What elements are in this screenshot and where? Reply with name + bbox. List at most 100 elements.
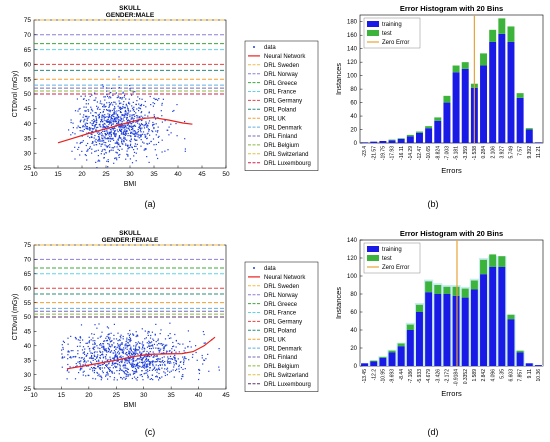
legend-swatch xyxy=(367,21,379,27)
data-point xyxy=(118,96,120,98)
data-point xyxy=(164,338,167,340)
data-point xyxy=(144,100,146,103)
data-point xyxy=(148,340,150,342)
data-point xyxy=(92,357,95,359)
data-point xyxy=(77,339,79,341)
data-point xyxy=(167,356,169,358)
data-point xyxy=(135,344,137,346)
data-point xyxy=(153,144,155,146)
data-point xyxy=(175,351,177,353)
data-point xyxy=(74,158,76,160)
data-point xyxy=(106,126,108,128)
data-point xyxy=(96,119,98,121)
data-point xyxy=(146,366,148,368)
data-point xyxy=(145,122,147,124)
data-point xyxy=(108,362,110,364)
data-point xyxy=(103,106,105,108)
data-point xyxy=(157,157,159,160)
data-point xyxy=(140,145,142,147)
data-point xyxy=(93,367,95,369)
data-point xyxy=(135,160,137,162)
data-point xyxy=(137,367,139,369)
data-point xyxy=(130,347,132,349)
data-point xyxy=(142,366,144,368)
data-point xyxy=(67,354,69,356)
data-point xyxy=(99,123,101,125)
data-point xyxy=(109,138,111,140)
data-point xyxy=(101,114,103,116)
legend-label: DRL Luxembourg xyxy=(264,161,311,167)
data-point xyxy=(133,138,136,140)
data-point xyxy=(100,145,102,147)
x-tick-label: 2.842 xyxy=(481,369,487,382)
bar-training xyxy=(498,267,506,366)
data-point xyxy=(99,133,101,135)
data-point xyxy=(67,343,69,345)
data-point xyxy=(129,340,131,342)
data-point xyxy=(77,148,79,150)
data-point xyxy=(126,150,128,152)
data-point xyxy=(136,364,138,366)
data-point xyxy=(146,364,148,366)
data-point xyxy=(144,136,146,138)
data-point xyxy=(118,119,121,121)
data-point xyxy=(117,142,119,144)
data-point xyxy=(82,126,84,128)
data-point xyxy=(126,339,128,341)
data-point xyxy=(86,122,89,125)
data-point xyxy=(92,357,94,359)
data-point xyxy=(128,120,131,122)
legend-label: DRL Germany xyxy=(264,99,302,105)
data-point xyxy=(166,374,168,376)
data-point xyxy=(190,346,192,348)
data-point xyxy=(175,123,177,125)
data-point xyxy=(146,372,148,374)
data-point xyxy=(78,357,80,359)
data-point xyxy=(112,114,114,116)
data-point xyxy=(140,112,142,114)
data-point xyxy=(107,95,109,97)
data-point xyxy=(79,130,81,132)
x-tick-label: 40 xyxy=(195,392,203,399)
data-point xyxy=(139,98,141,100)
data-point xyxy=(91,123,93,125)
data-point xyxy=(84,154,86,156)
data-point xyxy=(108,114,110,116)
data-point xyxy=(120,137,122,139)
y-tick-label: 120 xyxy=(347,256,358,262)
data-point xyxy=(62,357,64,359)
data-point xyxy=(166,344,168,346)
data-point xyxy=(119,129,121,132)
data-point xyxy=(100,126,102,128)
data-point xyxy=(94,351,96,353)
data-point xyxy=(132,130,134,132)
data-point xyxy=(140,361,143,364)
x-tick-label: -3.359 xyxy=(463,146,469,160)
data-point xyxy=(126,115,128,117)
data-point xyxy=(107,118,109,120)
data-point xyxy=(131,114,133,116)
data-point xyxy=(115,356,117,358)
data-point xyxy=(98,136,100,138)
data-point xyxy=(123,130,125,132)
data-point xyxy=(103,116,105,118)
data-point xyxy=(134,115,136,117)
data-point xyxy=(133,110,135,112)
data-point xyxy=(121,97,123,99)
data-point xyxy=(79,121,81,123)
data-point xyxy=(139,117,141,119)
data-point xyxy=(104,138,106,140)
legend-label: data xyxy=(264,266,276,272)
data-point xyxy=(121,369,123,371)
data-point xyxy=(136,100,138,102)
data-point xyxy=(113,118,116,120)
data-point xyxy=(171,358,173,360)
data-point xyxy=(152,347,154,349)
data-point xyxy=(120,118,123,120)
legend-label: Zero Error xyxy=(382,40,409,46)
data-point xyxy=(156,368,158,370)
data-point xyxy=(97,136,99,138)
data-point xyxy=(80,141,82,144)
data-point xyxy=(159,350,161,352)
x-tick-label: -21.57 xyxy=(371,146,377,160)
